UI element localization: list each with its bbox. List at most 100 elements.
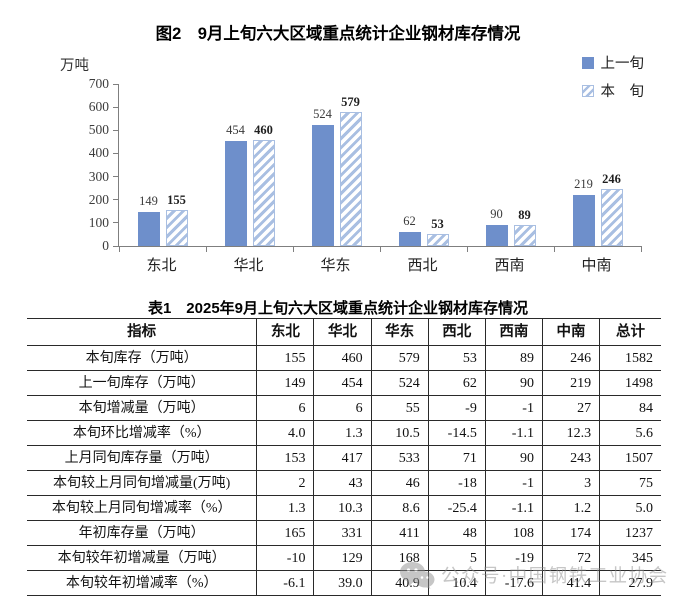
bar-group: 90 89 xyxy=(467,84,554,246)
table-value-cell: 345 xyxy=(599,545,661,571)
x-axis-category-label: 西南 xyxy=(494,258,525,274)
table-header-cell: 西北 xyxy=(427,318,486,346)
table-row: 上一旬库存（万吨） 149 454 524 62 90 219 1498 xyxy=(27,370,661,396)
x-axis-tick xyxy=(554,246,555,252)
table-header-cell: 指标 xyxy=(27,318,257,346)
table-value-cell: -1.1 xyxy=(484,420,543,446)
table-row: 本旬库存（万吨） 155 460 579 53 89 246 1582 xyxy=(27,345,661,371)
table-value-cell: -1.1 xyxy=(484,495,543,521)
table-indicator-cell: 本旬环比增减率（%） xyxy=(27,420,257,446)
table-value-cell: 174 xyxy=(541,520,600,546)
table-row: 本旬较上月同旬增减率（%） 1.3 10.3 8.6 -25.4 -1.1 1.2 5.0 xyxy=(27,495,661,521)
table-value-cell: 579 xyxy=(370,345,429,371)
legend-solid-swatch xyxy=(581,56,594,69)
bar-previous-period: 149 xyxy=(137,194,160,246)
x-axis-tick xyxy=(380,246,381,252)
table-value-cell: 1237 xyxy=(599,520,661,546)
table-value-cell: 155 xyxy=(256,345,314,371)
y-axis-tick xyxy=(113,83,119,85)
x-axis-tick xyxy=(641,246,642,252)
bar-value-label: 524 xyxy=(313,107,332,121)
table-row: 本旬较年初增减率（%） -6.1 39.0 40.9 10.4 -17.6 41.4 27.9 xyxy=(27,570,661,596)
table-value-cell: 40.9 xyxy=(370,570,429,596)
table-value-cell: 524 xyxy=(370,370,429,396)
table-value-cell: 84 xyxy=(599,395,661,421)
inventory-data-table: 指标 东北 华北 华东 西北 西南 中南 总计 本旬库存（万吨） 155 460 579 53 89 246… xyxy=(27,318,661,596)
table-header-cell: 东北 xyxy=(256,318,314,346)
table-value-cell: 10.4 xyxy=(427,570,486,596)
table-value-cell: 243 xyxy=(541,445,600,471)
table-value-cell: 149 xyxy=(256,370,314,396)
table-value-cell: 1507 xyxy=(599,445,661,471)
table-value-cell: 62 xyxy=(427,370,486,396)
x-axis-category-label: 华东 xyxy=(320,258,351,274)
bar-value-label: 460 xyxy=(254,123,273,137)
table-value-cell: 46 xyxy=(370,470,429,496)
legend-item-previous-period: 上一旬 xyxy=(581,52,645,73)
table-value-cell: 1582 xyxy=(599,345,661,371)
y-axis-tick-label: 700 xyxy=(88,76,109,91)
table-value-cell: 55 xyxy=(370,395,429,421)
y-axis-tick xyxy=(113,222,119,224)
table-value-cell: 27 xyxy=(541,395,600,421)
table-indicator-cell: 本旬较上月同旬增减量(万吨) xyxy=(27,470,257,496)
table-value-cell: -1 xyxy=(484,470,543,496)
table-value-cell: 10.5 xyxy=(370,420,429,446)
table-value-cell: -19 xyxy=(484,545,543,571)
table-indicator-cell: 本旬较年初增减量（万吨） xyxy=(27,545,257,571)
table-indicator-cell: 上月同旬库存量（万吨） xyxy=(27,445,257,471)
table-row: 上月同旬库存量（万吨） 153 417 533 71 90 243 1507 xyxy=(27,445,661,471)
legend-label: 上一旬 xyxy=(600,56,645,72)
table-indicator-cell: 本旬较年初增减率（%） xyxy=(27,570,257,596)
table-value-cell: 90 xyxy=(484,445,543,471)
x-axis-tick xyxy=(119,246,120,252)
x-axis-tick xyxy=(293,246,294,252)
x-axis-category-labels: 东北 华北 华东 西北 西南 中南 xyxy=(118,254,640,275)
bar-group: 524 579 xyxy=(293,84,380,246)
table-value-cell: 8.6 xyxy=(370,495,429,521)
bar-value-label: 149 xyxy=(139,194,158,208)
bar-previous-period: 90 xyxy=(485,207,508,246)
table-value-cell: 6 xyxy=(313,395,372,421)
table-value-cell: 43 xyxy=(313,470,372,496)
x-axis-category-label: 西北 xyxy=(407,258,438,274)
y-axis-unit-label: 万吨 xyxy=(60,58,89,74)
table-value-cell: 5.0 xyxy=(599,495,661,521)
bar-current-period: 246 xyxy=(600,172,623,246)
table-row: 本旬较年初增减量（万吨） -10 129 168 5 -19 72 345 xyxy=(27,545,661,571)
chart-legend: 上一旬 本 旬 xyxy=(581,52,645,101)
table-value-cell: 5.6 xyxy=(599,420,661,446)
table-value-cell: 3 xyxy=(541,470,600,496)
table-value-cell: 460 xyxy=(313,345,372,371)
x-axis-tick xyxy=(206,246,207,252)
bar-group: 149 155 xyxy=(119,84,206,246)
table-header-cell: 华东 xyxy=(370,318,429,346)
x-axis-category-label: 华北 xyxy=(233,258,264,274)
bar-current-period: 460 xyxy=(252,123,275,246)
table-value-cell: 1.3 xyxy=(313,420,372,446)
plot-area: 0 100 200 300 400 500 600 700 149 155 454 460 524 579… xyxy=(89,76,642,253)
table-header-row: 指标 东北 华北 华东 西北 西南 中南 总计 xyxy=(27,318,661,346)
table-value-cell: 411 xyxy=(370,520,429,546)
table-value-cell: 331 xyxy=(313,520,372,546)
bar-current-period: 53 xyxy=(426,217,449,246)
table-value-cell: 10.3 xyxy=(313,495,372,521)
x-axis-category-label: 东北 xyxy=(146,258,177,274)
table-value-cell: 168 xyxy=(370,545,429,571)
table-value-cell: 129 xyxy=(313,545,372,571)
y-axis-tick-label: 100 xyxy=(88,214,109,230)
y-axis-tick-label: 200 xyxy=(88,191,109,207)
table-value-cell: 41.4 xyxy=(541,570,600,596)
table-indicator-cell: 上一旬库存（万吨） xyxy=(27,370,257,396)
y-axis-tick xyxy=(113,106,119,108)
table-value-cell: 153 xyxy=(256,445,314,471)
legend-hatch-swatch xyxy=(581,84,594,97)
table-value-cell: -1 xyxy=(484,395,543,421)
table-indicator-cell: 年初库存量（万吨） xyxy=(27,520,257,546)
table-value-cell: 89 xyxy=(484,345,543,371)
table-value-cell: 48 xyxy=(427,520,486,546)
bar-previous-period: 454 xyxy=(224,123,247,246)
table-header-cell: 中南 xyxy=(541,318,600,346)
table-value-cell: 53 xyxy=(427,345,486,371)
bar-value-label: 62 xyxy=(403,214,416,228)
